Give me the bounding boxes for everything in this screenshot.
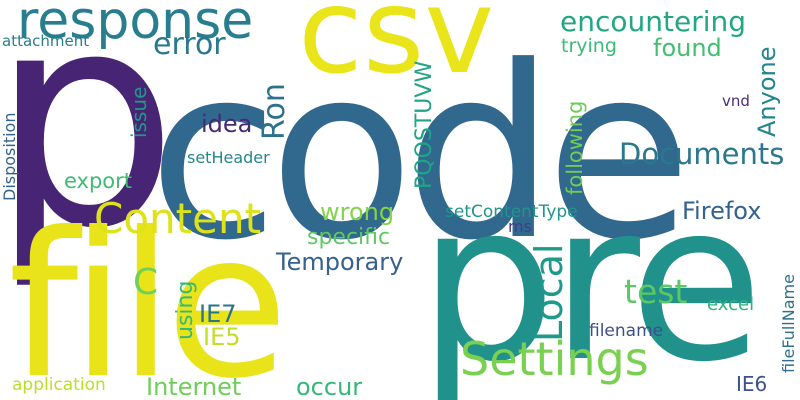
word-trying: trying bbox=[561, 35, 617, 57]
word-export: export bbox=[64, 169, 133, 193]
word-p: p bbox=[0, 0, 179, 294]
word-firefox: Firefox bbox=[682, 197, 762, 225]
word-ie6: IE6 bbox=[736, 372, 768, 396]
word-using: using bbox=[173, 280, 198, 340]
word-found: found bbox=[653, 34, 722, 62]
word-ms: ms bbox=[508, 217, 532, 236]
word-csv: csv bbox=[298, 0, 495, 100]
word-test: test bbox=[624, 272, 688, 311]
word-filename: filename bbox=[589, 321, 664, 341]
word-content: Content bbox=[94, 194, 262, 243]
word-ron: Ron bbox=[257, 83, 292, 140]
word-idea: idea bbox=[201, 110, 253, 138]
word-pqostuvw: PQOSTUVW bbox=[412, 60, 437, 189]
word-setcontenttype: setContentType bbox=[445, 202, 578, 222]
word-occur: occur bbox=[296, 373, 363, 400]
word-ie5: IE5 bbox=[203, 323, 241, 351]
word-settings: Settings bbox=[460, 332, 649, 386]
word-wrong: wrong bbox=[320, 198, 395, 226]
word-file: file bbox=[8, 190, 289, 400]
word-internet: Internet bbox=[146, 373, 242, 400]
word-code: code bbox=[148, 16, 692, 293]
word-issue: issue bbox=[127, 86, 151, 138]
word-documents: Documents bbox=[619, 137, 785, 171]
word-temporary: Temporary bbox=[276, 248, 404, 276]
word-response: response bbox=[17, 0, 254, 51]
word-pre: pre bbox=[418, 157, 763, 400]
word-specific: specific bbox=[307, 225, 391, 250]
word-excel: excel bbox=[707, 294, 755, 315]
word-attachment: attachment bbox=[2, 32, 90, 50]
word-local: Local bbox=[527, 243, 571, 343]
word-error: error bbox=[153, 27, 226, 62]
word-setheader: setHeader bbox=[187, 148, 270, 167]
word-ie7: IE7 bbox=[199, 300, 237, 328]
word-vnd: vnd bbox=[722, 92, 750, 110]
word-filefullname: fileFullName bbox=[779, 274, 798, 373]
word-encountering: encountering bbox=[560, 5, 747, 38]
word-c: C bbox=[133, 262, 159, 303]
word-application: application bbox=[12, 375, 106, 395]
word-following: following bbox=[563, 100, 587, 195]
word-anyone: Anyone bbox=[753, 46, 781, 138]
word-disposition: Disposition bbox=[0, 112, 19, 201]
